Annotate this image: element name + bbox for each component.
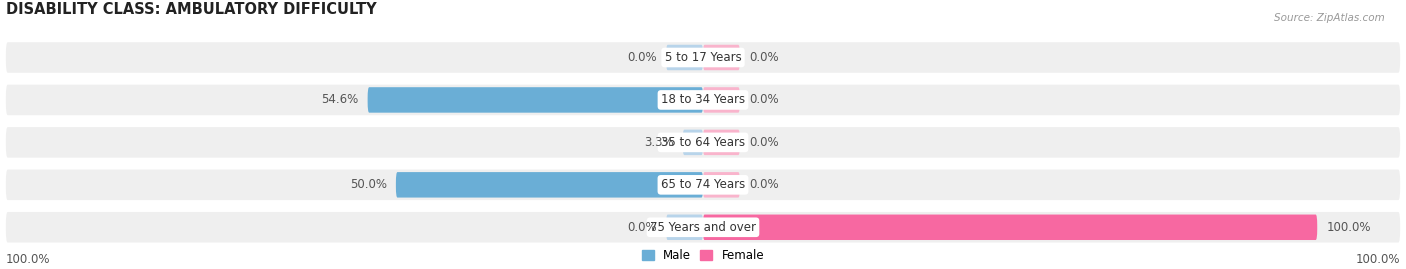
Text: 100.0%: 100.0%: [1326, 221, 1371, 234]
Text: 54.6%: 54.6%: [321, 93, 359, 107]
FancyBboxPatch shape: [703, 130, 740, 155]
Text: 100.0%: 100.0%: [6, 253, 51, 266]
FancyBboxPatch shape: [6, 212, 1400, 243]
FancyBboxPatch shape: [703, 215, 1317, 240]
Text: 0.0%: 0.0%: [749, 136, 779, 149]
Text: 35 to 64 Years: 35 to 64 Years: [661, 136, 745, 149]
FancyBboxPatch shape: [703, 45, 740, 70]
FancyBboxPatch shape: [6, 169, 1400, 200]
FancyBboxPatch shape: [703, 87, 740, 113]
Text: 100.0%: 100.0%: [1355, 253, 1400, 266]
Text: 5 to 17 Years: 5 to 17 Years: [665, 51, 741, 64]
FancyBboxPatch shape: [367, 87, 703, 113]
Text: 0.0%: 0.0%: [627, 51, 657, 64]
Text: DISABILITY CLASS: AMBULATORY DIFFICULTY: DISABILITY CLASS: AMBULATORY DIFFICULTY: [6, 2, 377, 17]
Text: 65 to 74 Years: 65 to 74 Years: [661, 178, 745, 191]
FancyBboxPatch shape: [683, 130, 703, 155]
FancyBboxPatch shape: [666, 45, 703, 70]
Text: 50.0%: 50.0%: [350, 178, 387, 191]
FancyBboxPatch shape: [6, 127, 1400, 158]
Text: 0.0%: 0.0%: [627, 221, 657, 234]
Text: 0.0%: 0.0%: [749, 93, 779, 107]
Legend: Male, Female: Male, Female: [641, 249, 765, 262]
FancyBboxPatch shape: [6, 85, 1400, 115]
FancyBboxPatch shape: [396, 172, 703, 197]
Text: 0.0%: 0.0%: [749, 51, 779, 64]
Text: 3.3%: 3.3%: [644, 136, 673, 149]
FancyBboxPatch shape: [703, 172, 740, 197]
Text: Source: ZipAtlas.com: Source: ZipAtlas.com: [1274, 13, 1385, 23]
FancyBboxPatch shape: [6, 42, 1400, 73]
Text: 0.0%: 0.0%: [749, 178, 779, 191]
Text: 18 to 34 Years: 18 to 34 Years: [661, 93, 745, 107]
Text: 75 Years and over: 75 Years and over: [650, 221, 756, 234]
FancyBboxPatch shape: [666, 215, 703, 240]
